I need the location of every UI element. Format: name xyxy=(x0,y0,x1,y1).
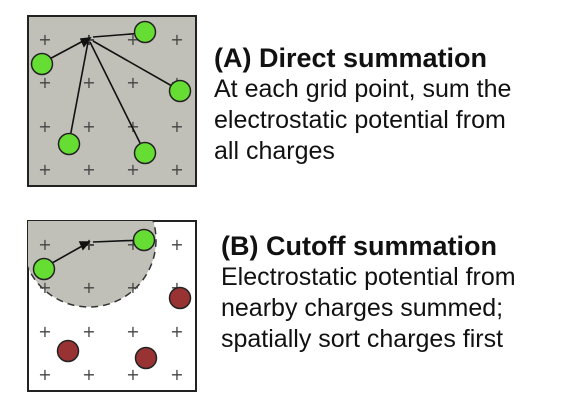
grid-point: + xyxy=(82,365,95,384)
grid-point: + xyxy=(38,73,51,92)
charge-near xyxy=(132,228,156,252)
grid-point: + xyxy=(38,235,51,254)
grid-point: + xyxy=(38,278,51,297)
charge-far xyxy=(134,346,158,370)
grid-point: + xyxy=(170,30,183,49)
charge-near xyxy=(133,141,157,165)
grid-point: + xyxy=(126,73,139,92)
grid-point: + xyxy=(82,160,95,179)
charge-near xyxy=(133,20,157,44)
grid-point: + xyxy=(38,160,51,179)
heading: (A) Direct summation xyxy=(214,43,488,73)
grid-point: + xyxy=(82,235,95,254)
grid-point: + xyxy=(82,117,95,136)
direct-summation-diagram: ++++++++++++++++ xyxy=(27,15,197,187)
description-line: all charges xyxy=(214,137,335,165)
grid-point: + xyxy=(170,235,183,254)
grid-point: + xyxy=(82,73,95,92)
arrowhead xyxy=(79,37,92,48)
charge-near xyxy=(30,52,54,76)
grid-point: + xyxy=(82,278,95,297)
charges xyxy=(32,228,192,370)
grid-point: + xyxy=(38,30,51,49)
grid-box xyxy=(27,15,197,187)
grid-point: + xyxy=(38,365,51,384)
direct-summation-caption: (A) Direct summation At each grid point,… xyxy=(214,42,511,167)
description-line: nearby charges summed; xyxy=(221,294,504,322)
grid-point: + xyxy=(82,322,95,341)
grid-point: + xyxy=(170,117,183,136)
charge-far xyxy=(168,286,192,310)
cutoff-region xyxy=(28,221,157,308)
grid-point: + xyxy=(126,160,139,179)
grid-point: + xyxy=(170,365,183,384)
grid-point: + xyxy=(126,278,139,297)
charge-near xyxy=(168,79,192,103)
grid-point: + xyxy=(126,322,139,341)
grid-point: + xyxy=(38,322,51,341)
charge-near xyxy=(32,257,56,281)
cutoff-summation-diagram: ++++++++++++++++ xyxy=(27,220,197,392)
description-line: At each grid point, sum the xyxy=(214,75,512,103)
grid-point: + xyxy=(170,322,183,341)
cutoff-summation-caption: (B) Cutoff summation Electrostatic poten… xyxy=(221,230,516,355)
description-line: electrostatic potential from xyxy=(214,106,506,134)
description-line: spatially sort charges first xyxy=(221,325,504,353)
grid-point: + xyxy=(170,160,183,179)
charge-near xyxy=(57,132,81,156)
description-line: Electrostatic potential from xyxy=(221,263,516,291)
charges xyxy=(30,20,192,165)
charge-far xyxy=(56,339,80,363)
grid-point: + xyxy=(126,365,139,384)
heading: (B) Cutoff summation xyxy=(221,231,497,261)
arrowhead xyxy=(78,241,91,251)
grid-point: + xyxy=(38,117,51,136)
